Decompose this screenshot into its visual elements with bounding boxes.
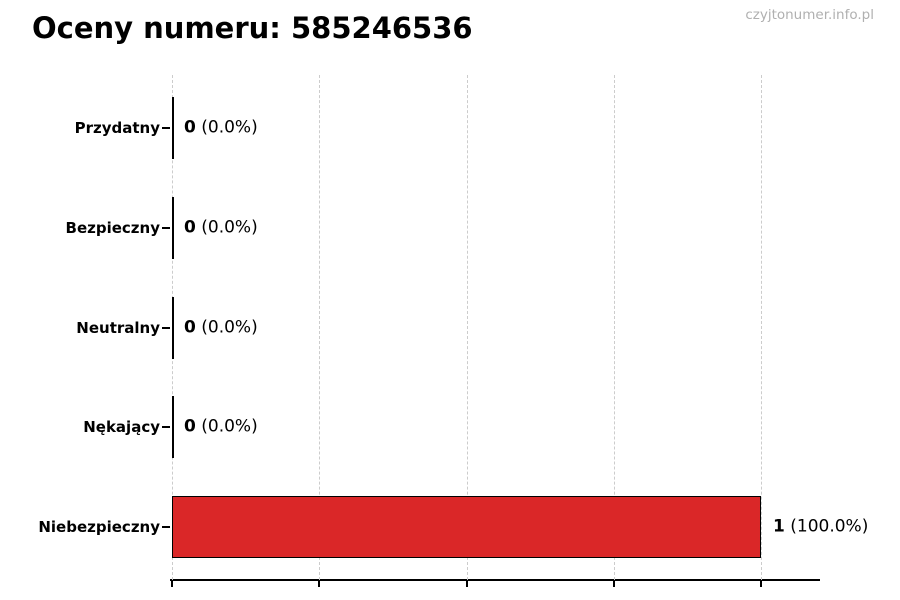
- chart-title: Oceny numeru: 585246536: [32, 11, 473, 45]
- value-percent: (100.0%): [784, 516, 869, 537]
- category-label: Przydatny: [74, 119, 160, 137]
- category-label: Nękający: [83, 418, 160, 437]
- value-count: 0: [184, 317, 196, 338]
- y-axis-tick: [162, 326, 170, 329]
- value-label: 0 (0.0%): [184, 317, 258, 337]
- category-label: Neutralny: [76, 318, 160, 337]
- value-label: 1 (100.0%): [773, 517, 868, 537]
- y-axis-tick: [162, 127, 170, 129]
- gridline: [761, 75, 762, 580]
- x-axis-tick: [465, 581, 468, 587]
- x-axis-tick: [612, 581, 615, 587]
- value-count: 0: [184, 117, 196, 138]
- value-percent: (0.0%): [195, 317, 258, 338]
- value-label: 0 (0.0%): [184, 417, 258, 437]
- value-label: 0 (0.0%): [184, 118, 258, 138]
- category-label: Bezpieczny: [65, 218, 160, 237]
- gridline: [319, 75, 321, 580]
- value-percent: (0.0%): [195, 217, 258, 238]
- bar-zero: [172, 97, 174, 159]
- value-label: 0 (0.0%): [184, 217, 258, 237]
- value-count: 1: [773, 516, 785, 537]
- gridline: [466, 75, 468, 580]
- y-axis-tick: [162, 526, 170, 528]
- x-axis-tick: [171, 581, 173, 587]
- x-axis-line: [170, 579, 820, 581]
- bar-zero: [172, 296, 174, 359]
- value-count: 0: [184, 217, 196, 238]
- y-axis-tick: [162, 226, 170, 229]
- bar-zero: [172, 396, 174, 459]
- y-axis-tick: [162, 426, 170, 429]
- x-axis-tick: [318, 581, 321, 587]
- bar-filled: [172, 496, 761, 558]
- value-percent: (0.0%): [195, 117, 258, 138]
- value-percent: (0.0%): [195, 416, 258, 437]
- bar-zero: [172, 196, 174, 259]
- value-count: 0: [184, 416, 196, 437]
- gridline: [613, 75, 615, 580]
- watermark-link: czyjtonumer.info.pl: [745, 7, 874, 23]
- category-label: Niebezpieczny: [38, 518, 160, 536]
- x-axis-tick: [760, 581, 762, 587]
